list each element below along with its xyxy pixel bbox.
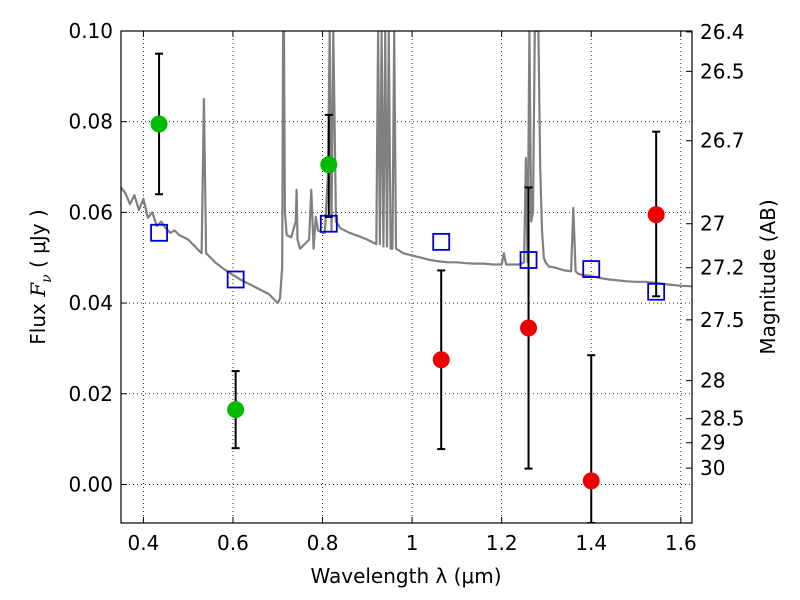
model-photometry-point: [150, 223, 168, 242]
y2-tick-label: 30: [700, 456, 725, 480]
y2-tick-label: 26.4: [700, 20, 745, 44]
x-tick-label: 0.8: [307, 531, 339, 555]
model-photometry-point: [319, 214, 338, 233]
y2-tick-label: 29: [700, 431, 725, 455]
observed-flux-point: [582, 472, 600, 490]
observed-flux-point: [227, 401, 245, 419]
x-tick-label: 1.4: [575, 531, 607, 555]
y2-tick-label: 28: [700, 369, 725, 393]
x-axis-label: Wavelength λ (μm): [310, 564, 501, 588]
axis-ticks: [121, 30, 692, 523]
data-markers: [150, 115, 666, 490]
y2-axis-label: Magnitude (AB): [756, 199, 780, 354]
x-tick-label: 1.2: [486, 531, 518, 555]
y2-tick-label: 27: [700, 212, 725, 236]
observed-flux-point: [520, 319, 538, 337]
observed-flux-point: [320, 156, 338, 174]
y2-tick-label: 28.5: [700, 407, 745, 431]
y-tick-label: 0.06: [68, 200, 113, 224]
y-tick-label: 0.04: [68, 291, 113, 315]
model-photometry-point: [519, 251, 538, 269]
y2-tick-label: 26.7: [700, 129, 745, 153]
y-axis-label: Flux Fν ( μJy ): [26, 209, 55, 344]
observed-flux-point: [432, 351, 450, 369]
x-tick-label: 0.6: [217, 531, 249, 555]
y-tick-label: 0.00: [68, 472, 113, 496]
model-photometry-point: [582, 260, 601, 278]
axis-tick-labels: 0.4 0.6 0.8 1 1.2 1.4 1.6 0.00 0.02 0.04 0.06 0.08 0…: [68, 19, 744, 555]
observed-flux-point: [647, 206, 665, 224]
y2-tick-label: 26.5: [700, 59, 745, 83]
y-tick-label: 0.10: [68, 19, 113, 43]
x-tick-label: 1.6: [665, 531, 697, 555]
y-tick-label: 0.08: [68, 110, 113, 134]
x-tick-label: 0.4: [127, 531, 159, 555]
plot-frame: [120, 30, 693, 524]
model-sed-line: [121, 31, 692, 305]
y-tick-label: 0.02: [68, 382, 113, 406]
model-photometry-point: [432, 232, 451, 251]
model-photometry-point: [226, 270, 245, 289]
y2-tick-label: 27.5: [700, 308, 745, 332]
model-sed-series: [121, 31, 692, 305]
model-photometry-point: [647, 282, 666, 301]
x-tick-label: 1: [406, 531, 419, 555]
observed-flux-point: [150, 115, 168, 133]
y2-tick-label: 27.2: [700, 256, 745, 280]
